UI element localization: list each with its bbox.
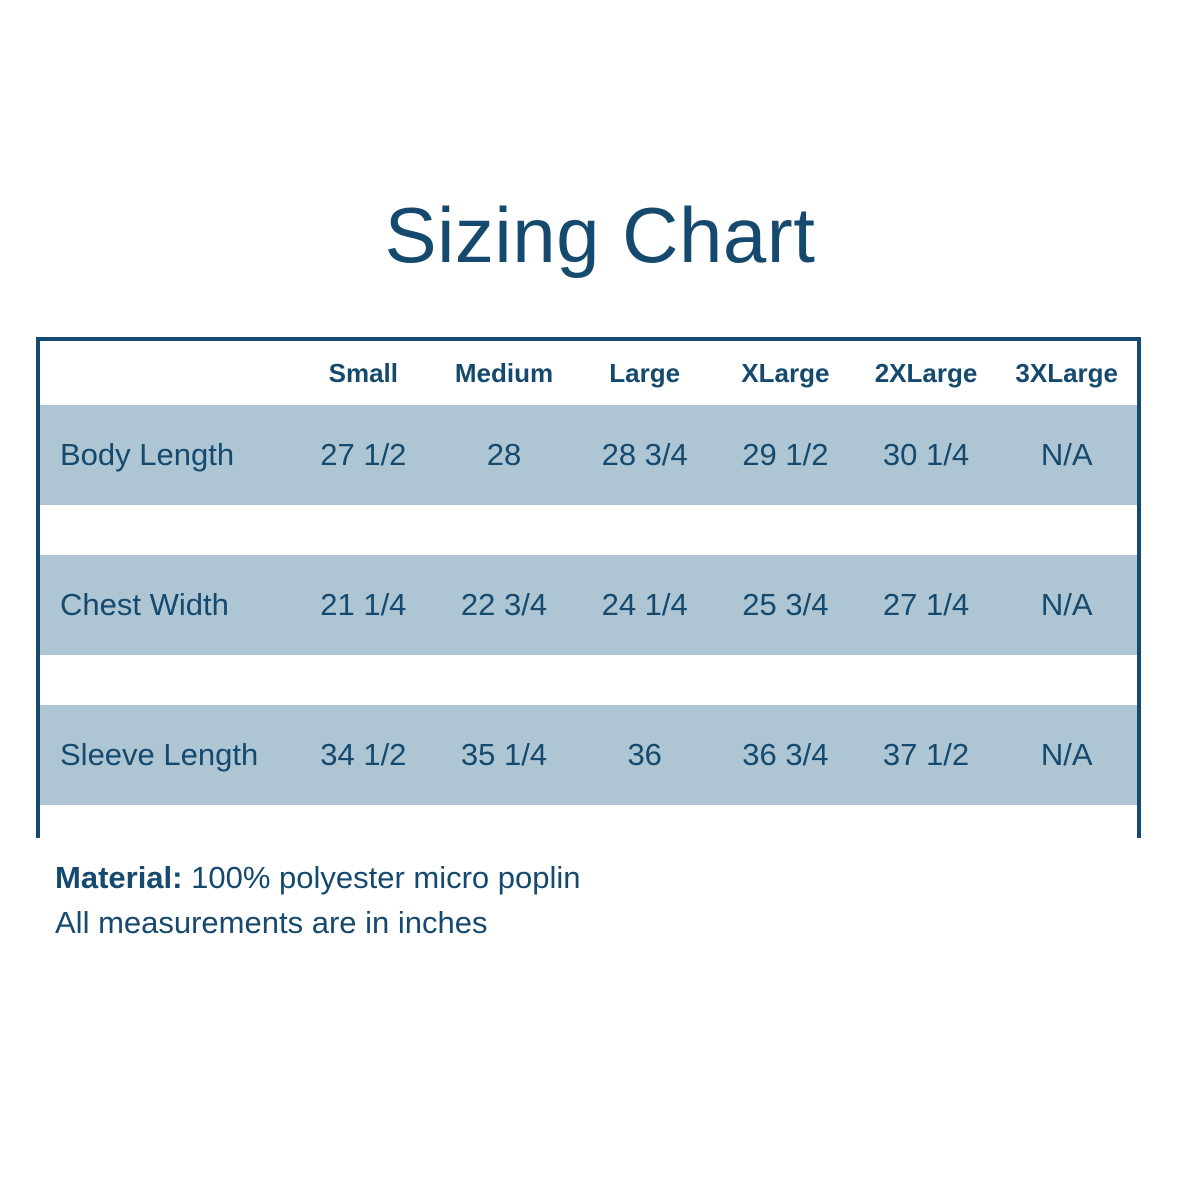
row-divider-2: [40, 655, 1137, 705]
sizing-table-inner: Small Medium Large XLarge 2XLarge 3XLarg…: [40, 341, 1137, 855]
row-divider-1: [40, 505, 1137, 555]
material-value: 100% polyester micro poplin: [182, 860, 581, 895]
cell-sleeve-length-xlarge: 36 3/4: [742, 737, 829, 772]
cell-sleeve-length-medium: 35 1/4: [460, 737, 548, 772]
material-note: Material: 100% polyester micro poplin: [55, 856, 1055, 901]
cell-chest-width-3xlarge: N/A: [1040, 587, 1093, 622]
table-row-body-length: Body Length 27 1/2 28 28 3/4 29 1/2 30 1…: [40, 405, 1137, 505]
column-header-large: Large: [609, 357, 681, 388]
table-header-row: Small Medium Large XLarge 2XLarge 3XLarg…: [40, 341, 1137, 405]
cell-body-length-small: 27 1/2: [320, 437, 407, 472]
cell-body-length-2xlarge: 30 1/4: [882, 437, 970, 472]
page-title: Sizing Chart: [384, 191, 816, 279]
cell-sleeve-length-2xlarge: 37 1/2: [882, 737, 970, 772]
cell-chest-width-large: 24 1/4: [601, 587, 688, 622]
row-divider-3: [40, 805, 1137, 855]
table-row-chest-width: Chest Width 21 1/4 22 3/4 24 1/4 25 3/4 …: [40, 555, 1137, 655]
sizing-table: Small Medium Large XLarge 2XLarge 3XLarg…: [36, 337, 1141, 855]
row-label-body-length: Body Length: [60, 437, 235, 472]
column-header-small: Small: [328, 357, 399, 388]
cell-sleeve-length-large: 36: [627, 737, 662, 772]
cell-chest-width-medium: 22 3/4: [460, 587, 548, 622]
cell-body-length-medium: 28: [486, 437, 522, 472]
cell-body-length-large: 28 3/4: [601, 437, 688, 472]
cell-sleeve-length-3xlarge: N/A: [1040, 737, 1093, 772]
cell-chest-width-small: 21 1/4: [320, 587, 407, 622]
cell-body-length-xlarge: 29 1/2: [742, 437, 829, 472]
cell-body-length-3xlarge: N/A: [1040, 437, 1093, 472]
cell-chest-width-2xlarge: 27 1/4: [882, 587, 970, 622]
row-label-chest-width: Chest Width: [60, 587, 229, 622]
table-row-sleeve-length: Sleeve Length 34 1/2 35 1/4 36 36 3/4 37…: [40, 705, 1137, 805]
measurement-note: All measurements are in inches: [55, 904, 488, 940]
column-header-3xlarge: 3XLarge: [1015, 357, 1118, 388]
material-label: Material:: [55, 860, 183, 895]
row-label-sleeve-length: Sleeve Length: [60, 737, 259, 772]
footer-notes: Material: 100% polyester micro poplin Al…: [55, 856, 1055, 946]
cell-chest-width-xlarge: 25 3/4: [742, 587, 829, 622]
column-header-2xlarge: 2XLarge: [874, 357, 978, 388]
cell-sleeve-length-small: 34 1/2: [320, 737, 407, 772]
column-header-xlarge: XLarge: [741, 357, 830, 388]
column-header-medium: Medium: [454, 357, 554, 388]
